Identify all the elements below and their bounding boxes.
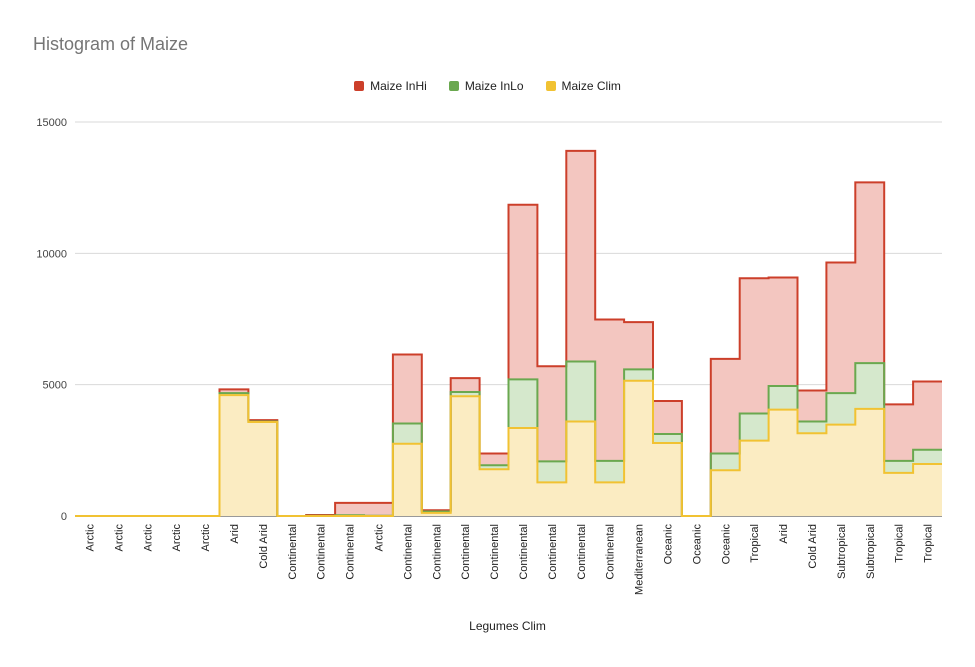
x-tick-label-23: Tropical — [749, 524, 761, 563]
x-tick-label-16: Continental — [547, 524, 559, 580]
x-tick-label-26: Subtropical — [836, 524, 848, 579]
x-tick-label-27: Subtropical — [865, 524, 877, 579]
x-tick-label-7: Continental — [287, 524, 299, 580]
x-tick-label-5: Arid — [229, 524, 241, 544]
x-tick-label-21: Oceanic — [691, 524, 703, 565]
x-tick-label-18: Continental — [605, 524, 617, 580]
y-tick-label-15000: 15000 — [36, 117, 67, 129]
x-tick-label-2: Arctic — [142, 524, 154, 552]
y-tick-label-10000: 10000 — [36, 248, 67, 260]
x-tick-label-11: Continental — [402, 524, 414, 580]
x-tick-label-13: Continental — [460, 524, 472, 580]
legend-label-maize-inhi: Maize InHi — [370, 79, 427, 93]
legend-swatch-maize-inhi — [354, 81, 365, 91]
legend-item-maize-inhi[interactable]: Maize InHi — [354, 79, 427, 93]
x-tick-label-9: Continental — [345, 524, 357, 580]
x-tick-label-0: Arctic — [84, 524, 96, 552]
x-tick-label-28: Tropical — [894, 524, 906, 563]
y-tick-label-5000: 5000 — [43, 380, 67, 392]
x-tick-label-4: Arctic — [200, 524, 212, 552]
x-tick-label-24: Arid — [778, 524, 790, 544]
legend-swatch-maize-inlo — [448, 81, 459, 91]
x-tick-label-20: Oceanic — [662, 524, 674, 565]
x-tick-label-17: Continental — [576, 524, 588, 580]
chart-title: Histogram of Maize — [33, 34, 189, 54]
x-tick-label-3: Arctic — [171, 524, 183, 552]
x-tick-label-25: Cold Arid — [807, 524, 819, 569]
x-tick-label-22: Oceanic — [720, 524, 732, 565]
y-tick-label-0: 0 — [61, 511, 67, 523]
x-tick-label-29: Tropical — [923, 524, 935, 563]
x-tick-label-12: Continental — [431, 524, 443, 580]
x-axis-label: Legumes Clim — [469, 619, 546, 633]
legend-label-maize-inlo: Maize InLo — [464, 79, 524, 93]
legend-swatch-maize-clim — [545, 81, 556, 91]
x-tick-label-6: Cold Arid — [258, 524, 270, 569]
x-tick-label-1: Arctic — [113, 524, 125, 552]
x-tick-label-8: Continental — [316, 524, 328, 580]
x-tick-label-15: Continental — [518, 524, 530, 580]
x-tick-label-19: Mediterranean — [634, 524, 646, 595]
legend: Maize InHi Maize InLo Maize Clim — [0, 79, 975, 93]
series-line-2 — [75, 379, 942, 517]
legend-label-maize-clim: Maize Clim — [561, 79, 621, 93]
x-tick-label-14: Continental — [489, 524, 501, 580]
legend-item-maize-inlo[interactable]: Maize InLo — [448, 79, 524, 93]
x-tick-label-10: Arctic — [373, 524, 385, 552]
legend-item-maize-clim[interactable]: Maize Clim — [545, 79, 621, 93]
